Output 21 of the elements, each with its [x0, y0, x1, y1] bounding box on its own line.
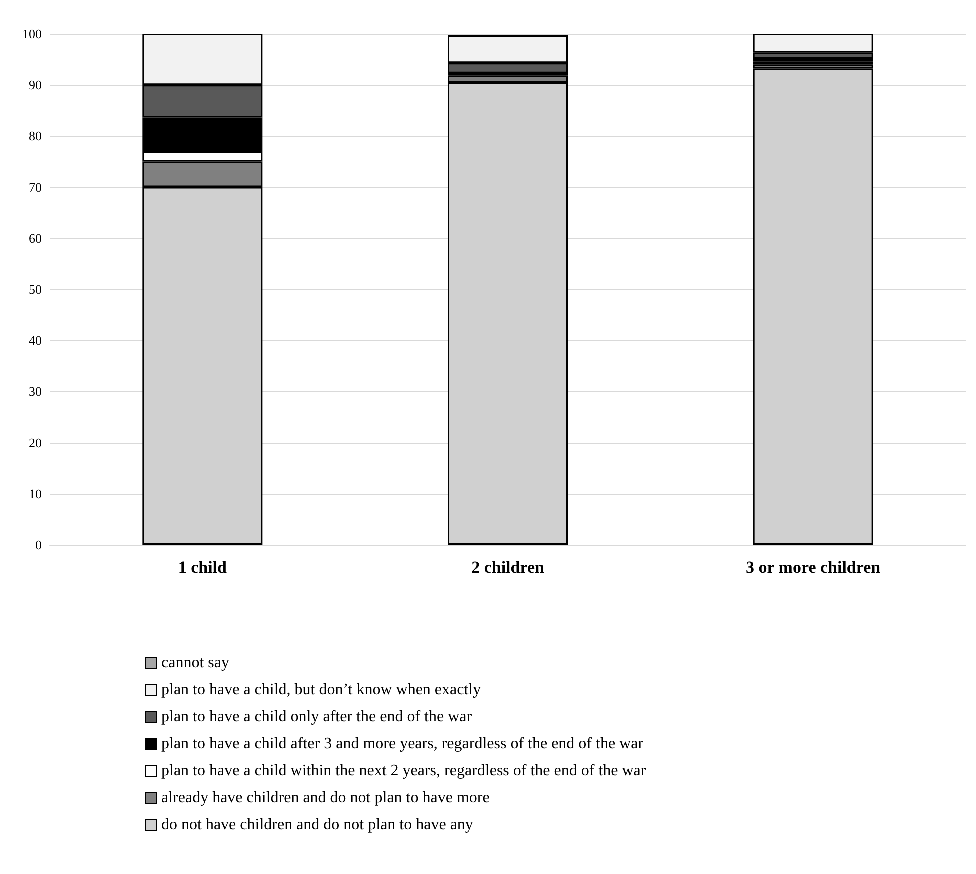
legend-label: cannot say	[162, 654, 230, 672]
y-tick-label: 80	[29, 128, 42, 144]
legend-label: plan to have a child only after the end of the war	[162, 708, 473, 726]
y-tick-label: 60	[29, 230, 42, 246]
y-tick-label: 40	[29, 333, 42, 348]
y-tick-label: 90	[29, 78, 42, 93]
x-tick-label: 2 children	[472, 558, 545, 577]
y-tick-label: 70	[29, 180, 42, 195]
legend-label: plan to have a child, but don’t know when exactly	[162, 682, 482, 698]
legend-label: do not have children and do not plan to have any	[162, 816, 474, 834]
x-tick-label: 3 or more children	[746, 558, 882, 577]
y-tick-label: 100	[22, 26, 42, 42]
legend-label: plan to have a child within the next 2 years, regardless of the end of the war	[162, 762, 647, 780]
y-tick-label: 50	[29, 282, 42, 297]
y-tick-label: 30	[29, 384, 42, 400]
x-tick-label: 1 child	[178, 558, 228, 577]
legend-label: already have children and do not plan to have more	[162, 790, 490, 806]
y-tick-label: 10	[29, 486, 42, 502]
y-tick-label: 0	[36, 538, 42, 552]
y-tick-label: 20	[29, 435, 42, 450]
legend-label: plan to have a child after 3 and more years, regardless of the end of the war	[162, 736, 644, 752]
